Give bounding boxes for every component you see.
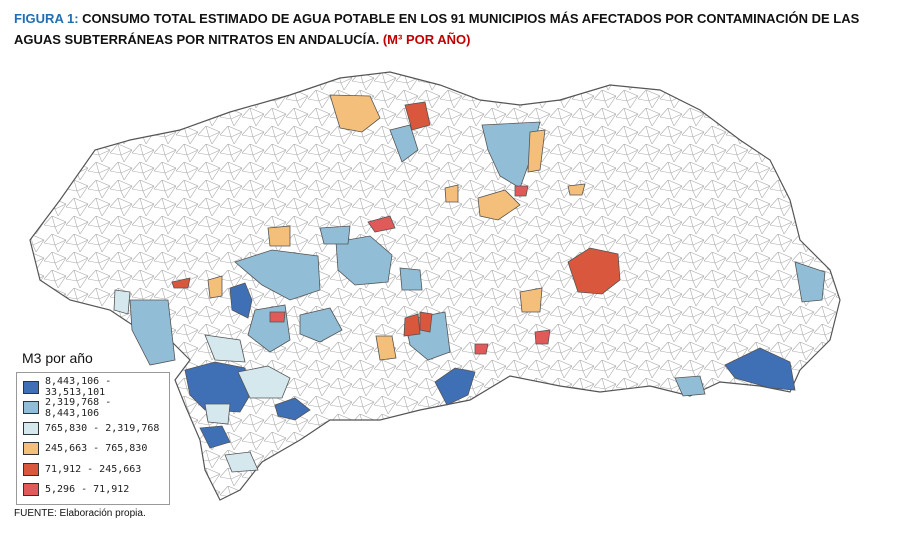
municipality	[237, 365, 291, 399]
municipality	[329, 94, 381, 133]
title-unit: (M³ POR AÑO)	[382, 32, 471, 47]
source-note: FUENTE: Elaboración propia.	[14, 508, 146, 519]
legend-title: M3 por año	[22, 350, 93, 366]
municipality	[444, 184, 459, 203]
municipality	[269, 311, 286, 323]
municipality	[404, 101, 431, 131]
municipality	[204, 403, 231, 425]
legend-label: 765,830 - 2,319,768	[45, 422, 160, 434]
legend-box: 8,443,106 - 33,513,101 2,319,768 - 8,443,…	[16, 372, 170, 505]
municipality	[299, 307, 343, 343]
municipality	[204, 334, 246, 363]
legend-swatch	[23, 442, 39, 456]
legend-item: 2,319,768 - 8,443,106	[23, 396, 163, 419]
municipality	[224, 451, 259, 473]
municipality	[207, 275, 223, 299]
figure-label: FIGURA 1:	[14, 11, 79, 26]
municipality	[113, 289, 131, 315]
municipality	[403, 313, 421, 337]
municipality	[527, 129, 546, 173]
municipality	[367, 215, 396, 233]
legend-label: 8,443,106 - 33,513,101	[45, 376, 112, 399]
municipality	[724, 347, 796, 391]
legend-swatch	[23, 421, 39, 435]
municipality	[389, 124, 419, 163]
municipality	[674, 375, 706, 397]
municipality	[184, 361, 251, 413]
municipality	[477, 189, 521, 221]
municipality	[794, 261, 826, 303]
municipality	[319, 225, 351, 245]
municipality	[534, 329, 551, 345]
legend-label: 2,319,768 - 8,443,106	[45, 396, 112, 419]
legend-label: 71,912 - 245,663	[45, 463, 142, 475]
municipality	[567, 183, 586, 196]
legend-item: 245,663 - 765,830	[23, 439, 163, 460]
figure-title: FIGURA 1: CONSUMO TOTAL ESTIMADO DE AGUA…	[14, 8, 904, 50]
municipality	[434, 367, 476, 406]
legend-swatch	[23, 462, 39, 476]
legend: M3 por año 8,443,106 - 33,513,101 2,319,7…	[16, 350, 170, 505]
legend-label: 245,663 - 765,830	[45, 443, 148, 455]
municipality	[335, 235, 393, 286]
municipality	[171, 277, 191, 289]
municipality	[274, 397, 311, 421]
legend-swatch	[23, 483, 39, 497]
legend-item: 765,830 - 2,319,768	[23, 418, 163, 439]
municipality	[375, 335, 397, 361]
legend-item: 5,296 - 71,912	[23, 480, 163, 501]
municipality	[474, 343, 489, 355]
municipality	[229, 282, 253, 319]
legend-item: 71,912 - 245,663	[23, 459, 163, 480]
municipality	[129, 299, 176, 366]
municipality	[234, 249, 321, 301]
municipality	[567, 247, 621, 295]
municipality	[399, 267, 423, 291]
legend-label: 5,296 - 71,912	[45, 484, 130, 496]
municipality	[199, 425, 231, 449]
legend-swatch	[23, 380, 39, 394]
municipality	[267, 225, 291, 247]
municipality	[419, 311, 433, 333]
municipality	[514, 185, 529, 197]
legend-item: 8,443,106 - 33,513,101	[23, 376, 163, 399]
legend-swatch	[23, 401, 39, 415]
title-text: CONSUMO TOTAL ESTIMADO DE AGUA POTABLE E…	[14, 11, 860, 47]
municipality	[519, 287, 543, 313]
